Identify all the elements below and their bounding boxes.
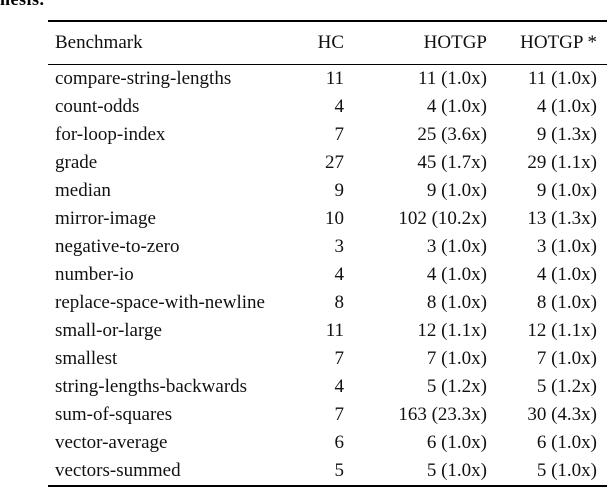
hotgp-cell: 4 (1.0x) bbox=[426, 264, 487, 285]
benchmark-table: Benchmark HC HOTGP HOTGP * compare-strin… bbox=[48, 20, 607, 487]
hotgp-star-cell: 9 (1.3x) bbox=[536, 124, 597, 145]
benchmark-cell: negative-to-zero bbox=[55, 236, 180, 257]
hc-cell: 11 bbox=[325, 68, 344, 89]
table-row: negative-to-zero 3 3 (1.0x) 3 (1.0x) bbox=[48, 233, 607, 261]
hotgp-star-cell: 11 (1.0x) bbox=[528, 68, 597, 89]
benchmark-cell: mirror-image bbox=[55, 208, 156, 229]
table-row: small-or-large 11 12 (1.1x) 12 (1.1x) bbox=[48, 317, 607, 345]
table-row: smallest 7 7 (1.0x) 7 (1.0x) bbox=[48, 345, 607, 373]
hc-cell: 8 bbox=[334, 292, 345, 313]
hotgp-cell: 25 (3.6x) bbox=[417, 124, 487, 145]
col-header-benchmark: Benchmark bbox=[48, 20, 296, 65]
hc-cell: 5 bbox=[296, 457, 344, 487]
table-row: count-odds 4 4 (1.0x) 4 (1.0x) bbox=[48, 93, 607, 121]
hotgp-star-cell: 3 (1.0x) bbox=[536, 236, 597, 257]
benchmark-cell: vector-average bbox=[55, 432, 168, 453]
hotgp-star-cell: 6 (1.0x) bbox=[536, 432, 597, 453]
hotgp-cell: 163 (23.3x) bbox=[398, 404, 487, 425]
table-row: number-io 4 4 (1.0x) 4 (1.0x) bbox=[48, 261, 607, 289]
benchmark-cell: replace-space-with-newline bbox=[55, 292, 265, 313]
hotgp-star-cell: 5 (1.0x) bbox=[487, 457, 607, 487]
col-header-hotgp: HOTGP bbox=[344, 20, 487, 65]
table-row: string-lengths-backwards 4 5 (1.2x) 5 (1… bbox=[48, 373, 607, 401]
table-row: sum-of-squares 7 163 (23.3x) 30 (4.3x) bbox=[48, 401, 607, 429]
header-row: Benchmark HC HOTGP HOTGP * bbox=[48, 20, 607, 65]
hotgp-cell: 12 (1.1x) bbox=[417, 320, 487, 341]
table-row: for-loop-index 7 25 (3.6x) 9 (1.3x) bbox=[48, 121, 607, 149]
hc-cell: 7 bbox=[334, 124, 345, 145]
hc-cell: 9 bbox=[334, 180, 345, 201]
hotgp-star-cell: 30 (4.3x) bbox=[527, 404, 597, 425]
benchmark-cell: compare-string-lengths bbox=[55, 68, 232, 89]
benchmark-cell: grade bbox=[55, 152, 98, 173]
benchmark-cell: number-io bbox=[55, 264, 134, 285]
hotgp-cell: 9 (1.0x) bbox=[426, 180, 487, 201]
hotgp-star-cell: 13 (1.3x) bbox=[527, 208, 597, 229]
table-row: replace-space-with-newline 8 8 (1.0x) 8 … bbox=[48, 289, 607, 317]
benchmark-cell: string-lengths-backwards bbox=[55, 376, 248, 397]
hc-cell: 27 bbox=[325, 152, 344, 173]
benchmark-cell: vectors-summed bbox=[48, 457, 296, 487]
table-row: vectors-summed 5 5 (1.0x) 5 (1.0x) bbox=[48, 457, 607, 487]
hotgp-cell: 3 (1.0x) bbox=[426, 236, 487, 257]
hotgp-cell: 5 (1.0x) bbox=[344, 457, 487, 487]
hotgp-star-cell: 8 (1.0x) bbox=[536, 292, 597, 313]
hotgp-cell: 4 (1.0x) bbox=[426, 96, 487, 117]
benchmark-cell: count-odds bbox=[55, 96, 140, 117]
hotgp-cell: 8 (1.0x) bbox=[426, 292, 487, 313]
hc-cell: 3 bbox=[334, 236, 345, 257]
hotgp-cell: 7 (1.0x) bbox=[426, 348, 487, 369]
hc-cell: 6 bbox=[334, 432, 345, 453]
benchmark-cell: median bbox=[55, 180, 111, 201]
hotgp-star-cell: 9 (1.0x) bbox=[536, 180, 597, 201]
table-row: grade 27 45 (1.7x) 29 (1.1x) bbox=[48, 149, 607, 177]
hc-cell: 4 bbox=[334, 96, 345, 117]
table-row: vector-average 6 6 (1.0x) 6 (1.0x) bbox=[48, 429, 607, 457]
hotgp-cell: 5 (1.2x) bbox=[426, 376, 487, 397]
hotgp-star-cell: 4 (1.0x) bbox=[536, 96, 597, 117]
hotgp-star-cell: 29 (1.1x) bbox=[527, 152, 597, 173]
hotgp-star-cell: 12 (1.1x) bbox=[527, 320, 597, 341]
benchmark-cell: sum-of-squares bbox=[55, 404, 173, 425]
hc-cell: 4 bbox=[334, 376, 345, 397]
table-row: mirror-image 10 102 (10.2x) 13 (1.3x) bbox=[48, 205, 607, 233]
hc-cell: 7 bbox=[334, 348, 345, 369]
hc-cell: 11 bbox=[325, 320, 344, 341]
hotgp-star-cell: 7 (1.0x) bbox=[536, 348, 597, 369]
col-header-hotgp-star: HOTGP * bbox=[487, 20, 607, 65]
hotgp-cell: 6 (1.0x) bbox=[426, 432, 487, 453]
table-row: compare-string-lengths 11 11 (1.0x) 11 (… bbox=[48, 65, 607, 94]
hc-cell: 7 bbox=[334, 404, 345, 425]
benchmark-cell: small-or-large bbox=[55, 320, 162, 341]
hotgp-cell: 11 (1.0x) bbox=[418, 68, 487, 89]
col-header-hc: HC bbox=[296, 20, 344, 65]
hotgp-star-cell: 4 (1.0x) bbox=[536, 264, 597, 285]
hotgp-cell: 45 (1.7x) bbox=[417, 152, 487, 173]
hotgp-cell: 102 (10.2x) bbox=[398, 208, 487, 229]
hc-cell: 10 bbox=[325, 208, 344, 229]
caption-fragment: hesis. bbox=[0, 0, 45, 8]
table-row: median 9 9 (1.0x) 9 (1.0x) bbox=[48, 177, 607, 205]
benchmark-cell: smallest bbox=[55, 348, 118, 369]
hotgp-star-cell: 5 (1.2x) bbox=[536, 376, 597, 397]
benchmark-cell: for-loop-index bbox=[55, 124, 166, 145]
hc-cell: 4 bbox=[334, 264, 345, 285]
